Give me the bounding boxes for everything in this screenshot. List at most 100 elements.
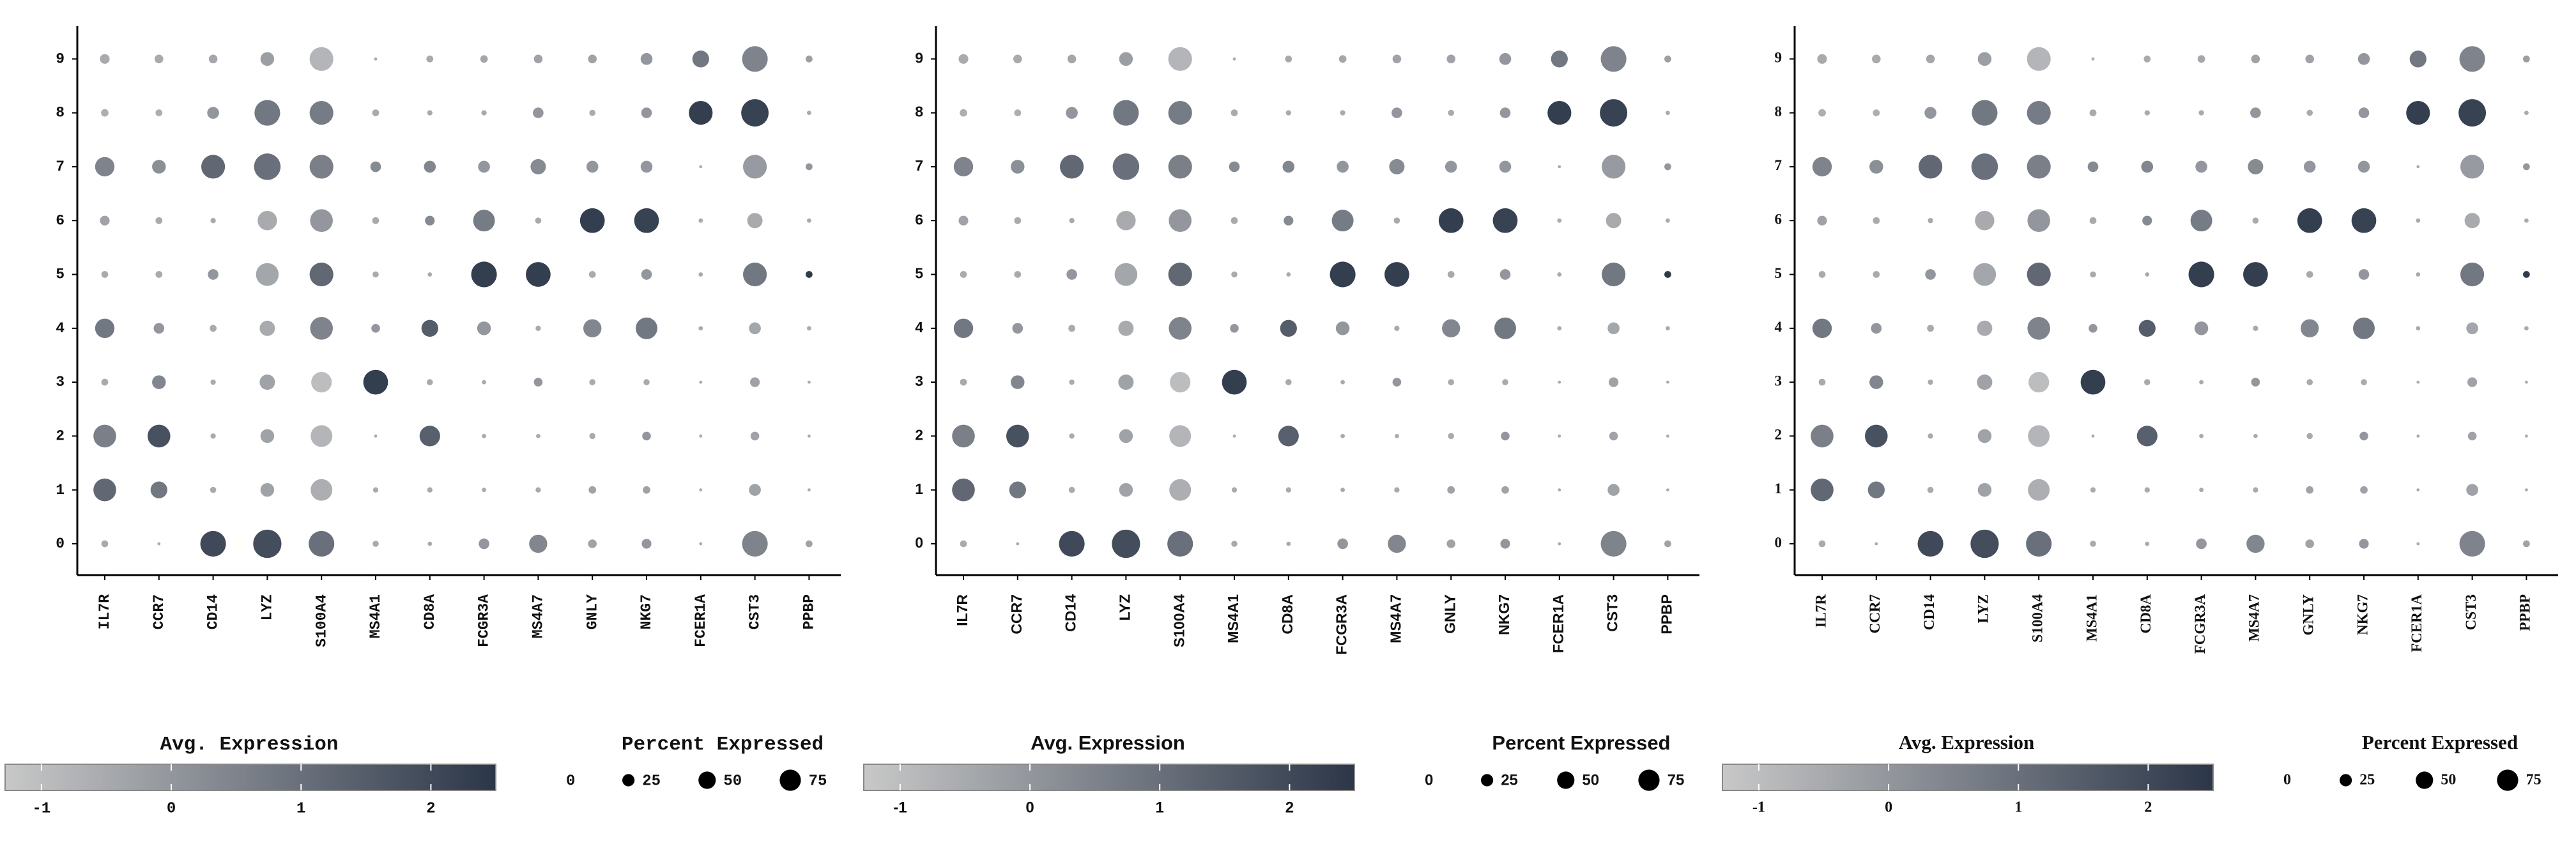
x-tick-label: LYZ <box>259 594 275 620</box>
dot <box>2199 488 2204 493</box>
dot <box>1285 379 1292 385</box>
y-tick-label: 3 <box>56 374 65 390</box>
dot <box>2144 487 2150 493</box>
dot <box>958 54 969 64</box>
dot <box>1558 380 1561 384</box>
dot <box>208 54 218 64</box>
x-tick-label: CD14 <box>1921 594 1937 631</box>
dot <box>256 263 279 286</box>
dot <box>482 488 486 493</box>
dot <box>148 424 171 448</box>
dot <box>2361 379 2367 385</box>
dot <box>150 481 167 498</box>
x-tick-label: S100A4 <box>313 594 330 647</box>
dot <box>259 374 275 390</box>
dot <box>2358 107 2370 118</box>
dot <box>1873 271 1880 278</box>
colorbar <box>1722 764 2214 791</box>
dot <box>699 542 703 546</box>
x-tick-label: GNLY <box>1441 594 1458 634</box>
dot <box>427 110 433 116</box>
dot <box>1606 213 1621 229</box>
dot <box>1448 379 1454 385</box>
dot <box>2464 213 2480 229</box>
dot <box>152 160 166 174</box>
dot <box>2306 109 2313 116</box>
dot <box>2525 380 2528 384</box>
dot <box>2026 530 2052 557</box>
dot <box>1970 529 1999 558</box>
dot <box>1231 487 1238 493</box>
dot <box>743 155 767 179</box>
dot <box>2089 324 2097 333</box>
dot <box>1972 100 1998 126</box>
x-tick-label: FCGR3A <box>2192 594 2208 654</box>
x-tick-label: LYZ <box>1975 594 1991 623</box>
dot <box>1818 378 1826 386</box>
dot <box>1928 379 1933 385</box>
y-tick-label: 2 <box>56 427 65 444</box>
dot <box>1285 110 1291 116</box>
dot <box>421 319 438 337</box>
dot <box>419 426 440 447</box>
dot <box>2303 160 2316 173</box>
x-tick-label: PPBP <box>2517 594 2533 631</box>
dot <box>1558 488 1561 492</box>
dot <box>1069 218 1075 224</box>
y-tick-label: 5 <box>915 265 923 282</box>
dot <box>1286 541 1291 546</box>
x-tick-label: MS4A7 <box>1387 594 1404 643</box>
dot <box>641 269 652 280</box>
dot <box>2243 262 2268 287</box>
dot <box>586 160 599 173</box>
dot <box>2251 54 2260 64</box>
dot <box>1013 54 1022 64</box>
dot <box>1867 481 1885 498</box>
dot <box>2196 538 2207 550</box>
dot <box>2144 110 2150 116</box>
x-tick-label: MS4A1 <box>367 594 384 638</box>
dot <box>1500 539 1510 549</box>
dot <box>579 208 605 233</box>
dot <box>1558 542 1561 546</box>
dot <box>1014 217 1022 224</box>
dot <box>1068 486 1075 493</box>
dot <box>1602 262 1626 287</box>
dot <box>2458 99 2487 127</box>
dot <box>692 50 709 68</box>
dot <box>93 478 116 502</box>
dot <box>1009 481 1026 498</box>
dot <box>1666 488 1669 492</box>
dot <box>1168 262 1192 287</box>
dot <box>482 380 486 385</box>
dot <box>1446 54 1455 64</box>
dot <box>1169 209 1192 232</box>
dot <box>1340 110 1346 116</box>
dot <box>210 325 217 332</box>
dot <box>1392 54 1402 64</box>
dot <box>2359 539 2369 549</box>
dot <box>254 100 280 126</box>
dot <box>2145 541 2150 546</box>
dot <box>806 55 813 63</box>
dot <box>1116 211 1136 231</box>
dot <box>1331 210 1354 232</box>
dot <box>1392 378 1402 387</box>
dot <box>1927 325 1934 332</box>
dot <box>101 271 109 278</box>
y-tick-label: 9 <box>1775 50 1782 66</box>
dot <box>1438 208 1464 233</box>
dot <box>471 261 497 288</box>
size-legend-dot <box>1557 771 1575 789</box>
x-tick-label: IL7R <box>1813 594 1828 628</box>
dot <box>1118 374 1134 390</box>
dot <box>1666 435 1669 438</box>
dot <box>533 378 543 387</box>
dot <box>1499 160 1512 173</box>
dot <box>1865 424 1888 448</box>
dot <box>1928 433 1933 439</box>
dot <box>634 208 659 233</box>
dot <box>1664 271 1671 278</box>
colorbar <box>863 764 1355 791</box>
